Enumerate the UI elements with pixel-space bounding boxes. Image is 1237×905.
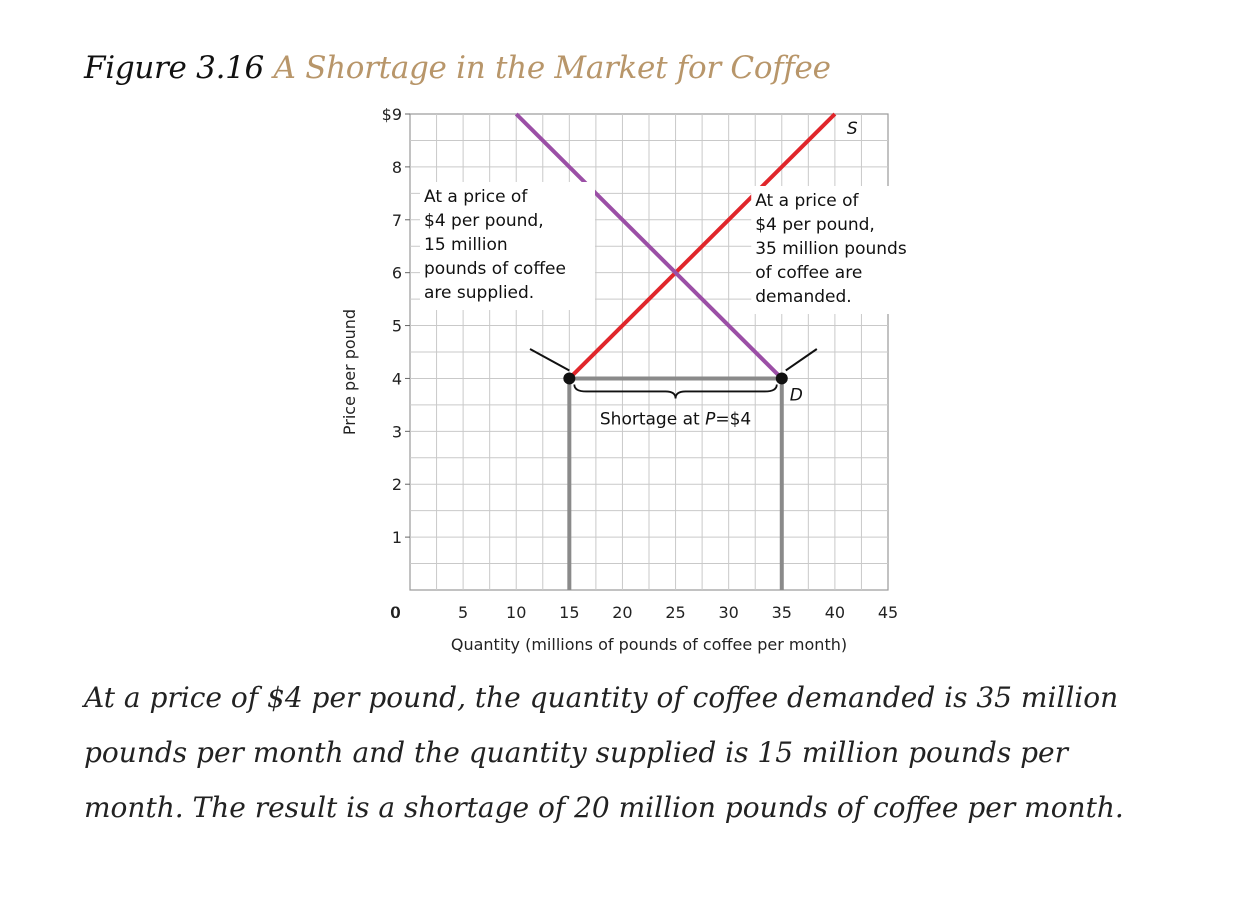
x-tick-label: 25 [665, 603, 685, 622]
y-tick-label: 7 [392, 211, 402, 230]
y-tick-label: 3 [392, 422, 402, 441]
figure-name: A Shortage in the Market for Coffee [273, 50, 831, 86]
x-tick-label: 5 [458, 603, 468, 622]
figure-title: Figure 3.16 A Shortage in the Market for… [84, 50, 831, 86]
y-tick-label: 8 [392, 158, 402, 177]
shortage-brace [573, 384, 778, 399]
annotation-box [751, 186, 930, 314]
x-tick-label: 20 [612, 603, 632, 622]
annotation-leader [785, 348, 818, 372]
annotation-supplied-line: $4 per pound, [424, 211, 544, 231]
annotation-supplied-line: At a price of [424, 187, 528, 207]
equilibrium-point-marker [563, 372, 576, 385]
equilibrium-point-marker [775, 372, 788, 385]
x-tick-label: 10 [506, 603, 526, 622]
x-tick-label: 30 [718, 603, 738, 622]
y-tick-label: 4 [392, 369, 402, 388]
shortage-label: Shortage at P=$4 [600, 409, 751, 429]
annotation-supplied-line: are supplied. [424, 283, 534, 303]
supply-label: S [847, 119, 858, 139]
y-tick-label: $9 [382, 105, 402, 124]
supply-line [567, 112, 837, 380]
annotation-demanded-line: demanded. [755, 287, 851, 307]
annotation-demanded-line: At a price of [755, 191, 859, 211]
demand-label: D [790, 385, 803, 405]
y-tick-label: 6 [392, 264, 402, 283]
annotation-box [420, 182, 595, 310]
x-axis-label: Quantity (millions of pounds of coffee p… [451, 635, 847, 654]
x-tick-label: 35 [772, 603, 792, 622]
figure-caption: At a price of $4 per pound, the quantity… [84, 681, 1124, 824]
annotation-supplied-line: 15 million [424, 235, 508, 255]
annotation-demanded-line: $4 per pound, [755, 215, 875, 235]
figure-label: Figure 3.16 [84, 50, 264, 86]
y-tick-zero: 0 [391, 603, 401, 622]
y-tick-label: 1 [392, 528, 402, 547]
annotation-demanded-line: 35 million pounds [755, 239, 907, 259]
x-tick-label: 0 [390, 603, 400, 622]
y-axis-label: Price per pound [340, 309, 359, 435]
x-tick-label: 15 [559, 603, 579, 622]
chart-container: 0 5 10 15 20 25 30 35 40 45 1 2 3 4 5 6 7 8 $9 0 Quantity (m… [335, 92, 967, 658]
demand-line [514, 112, 784, 380]
annotation-supplied-line: pounds of coffee [424, 259, 566, 279]
y-tick-label: 2 [392, 475, 402, 494]
x-tick-label: 45 [878, 603, 898, 622]
annotation-leader [529, 348, 570, 372]
annotation-demanded-line: of coffee are [755, 263, 862, 283]
y-tick-label: 5 [392, 317, 402, 336]
x-tick-label: 40 [825, 603, 845, 622]
